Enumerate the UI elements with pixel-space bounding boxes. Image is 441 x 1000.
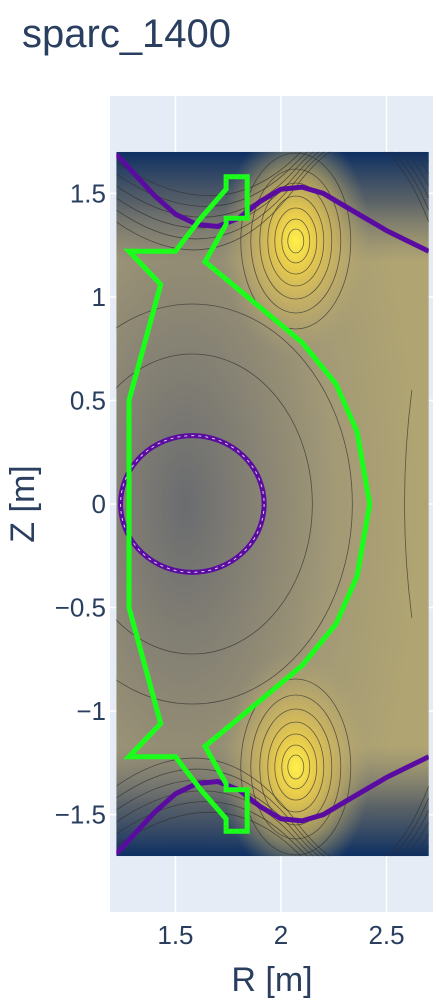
contour-line	[116, 151, 429, 229]
contour-line	[281, 744, 311, 790]
heatmap-hot-spot	[220, 151, 371, 356]
contour-line	[259, 182, 333, 300]
wall-outline	[123, 174, 373, 834]
y-axis-ticks: 1.5 1 0.5 0 −0.5 −1 −1.5	[55, 178, 106, 829]
contour-line	[287, 754, 305, 780]
y-tick-label: 0	[92, 489, 106, 519]
x-axis-ticks: 1.5 2 2.5	[157, 920, 404, 950]
contour-line	[116, 151, 429, 197]
contour-line	[240, 152, 352, 330]
y-axis-title: Z [m]	[4, 465, 42, 542]
contour-lines	[116, 151, 429, 857]
separatrix-lower-line	[116, 754, 429, 856]
contour-line	[259, 708, 333, 826]
contour-line	[116, 779, 429, 857]
x-axis-title: R [m]	[231, 961, 312, 999]
separatrix-upper-line	[116, 152, 429, 254]
y-tick-label: 1.5	[70, 178, 106, 208]
contour-line	[287, 228, 305, 254]
y-tick-label: −0.5	[55, 593, 106, 623]
contour-line	[274, 207, 318, 275]
y-tick-label: −1	[76, 696, 106, 726]
y-tick-label: 1	[92, 282, 106, 312]
chart-title: sparc_1400	[22, 12, 232, 56]
overlay-traces	[116, 152, 429, 856]
contour-line	[274, 733, 318, 801]
contour-line	[267, 195, 325, 287]
heatmap-hot-spot	[220, 652, 371, 857]
contour-line	[404, 390, 413, 618]
contour-line	[116, 151, 429, 207]
flux-heatmap	[116, 151, 429, 857]
contour-line	[116, 811, 429, 857]
contour-line	[267, 721, 325, 813]
y-tick-label: 0.5	[70, 385, 106, 415]
contour-line	[116, 801, 429, 857]
contour-line	[240, 678, 352, 856]
contour-line	[116, 303, 353, 705]
contour-line	[281, 218, 311, 264]
contour-line	[116, 768, 429, 857]
inner-ring-dash	[120, 435, 265, 573]
contour-line	[116, 151, 429, 240]
x-tick-label: 2	[274, 920, 288, 950]
x-tick-label: 1.5	[157, 920, 193, 950]
contour-line	[116, 353, 313, 655]
x-tick-label: 2.5	[368, 920, 404, 950]
y-tick-label: −1.5	[55, 800, 106, 830]
